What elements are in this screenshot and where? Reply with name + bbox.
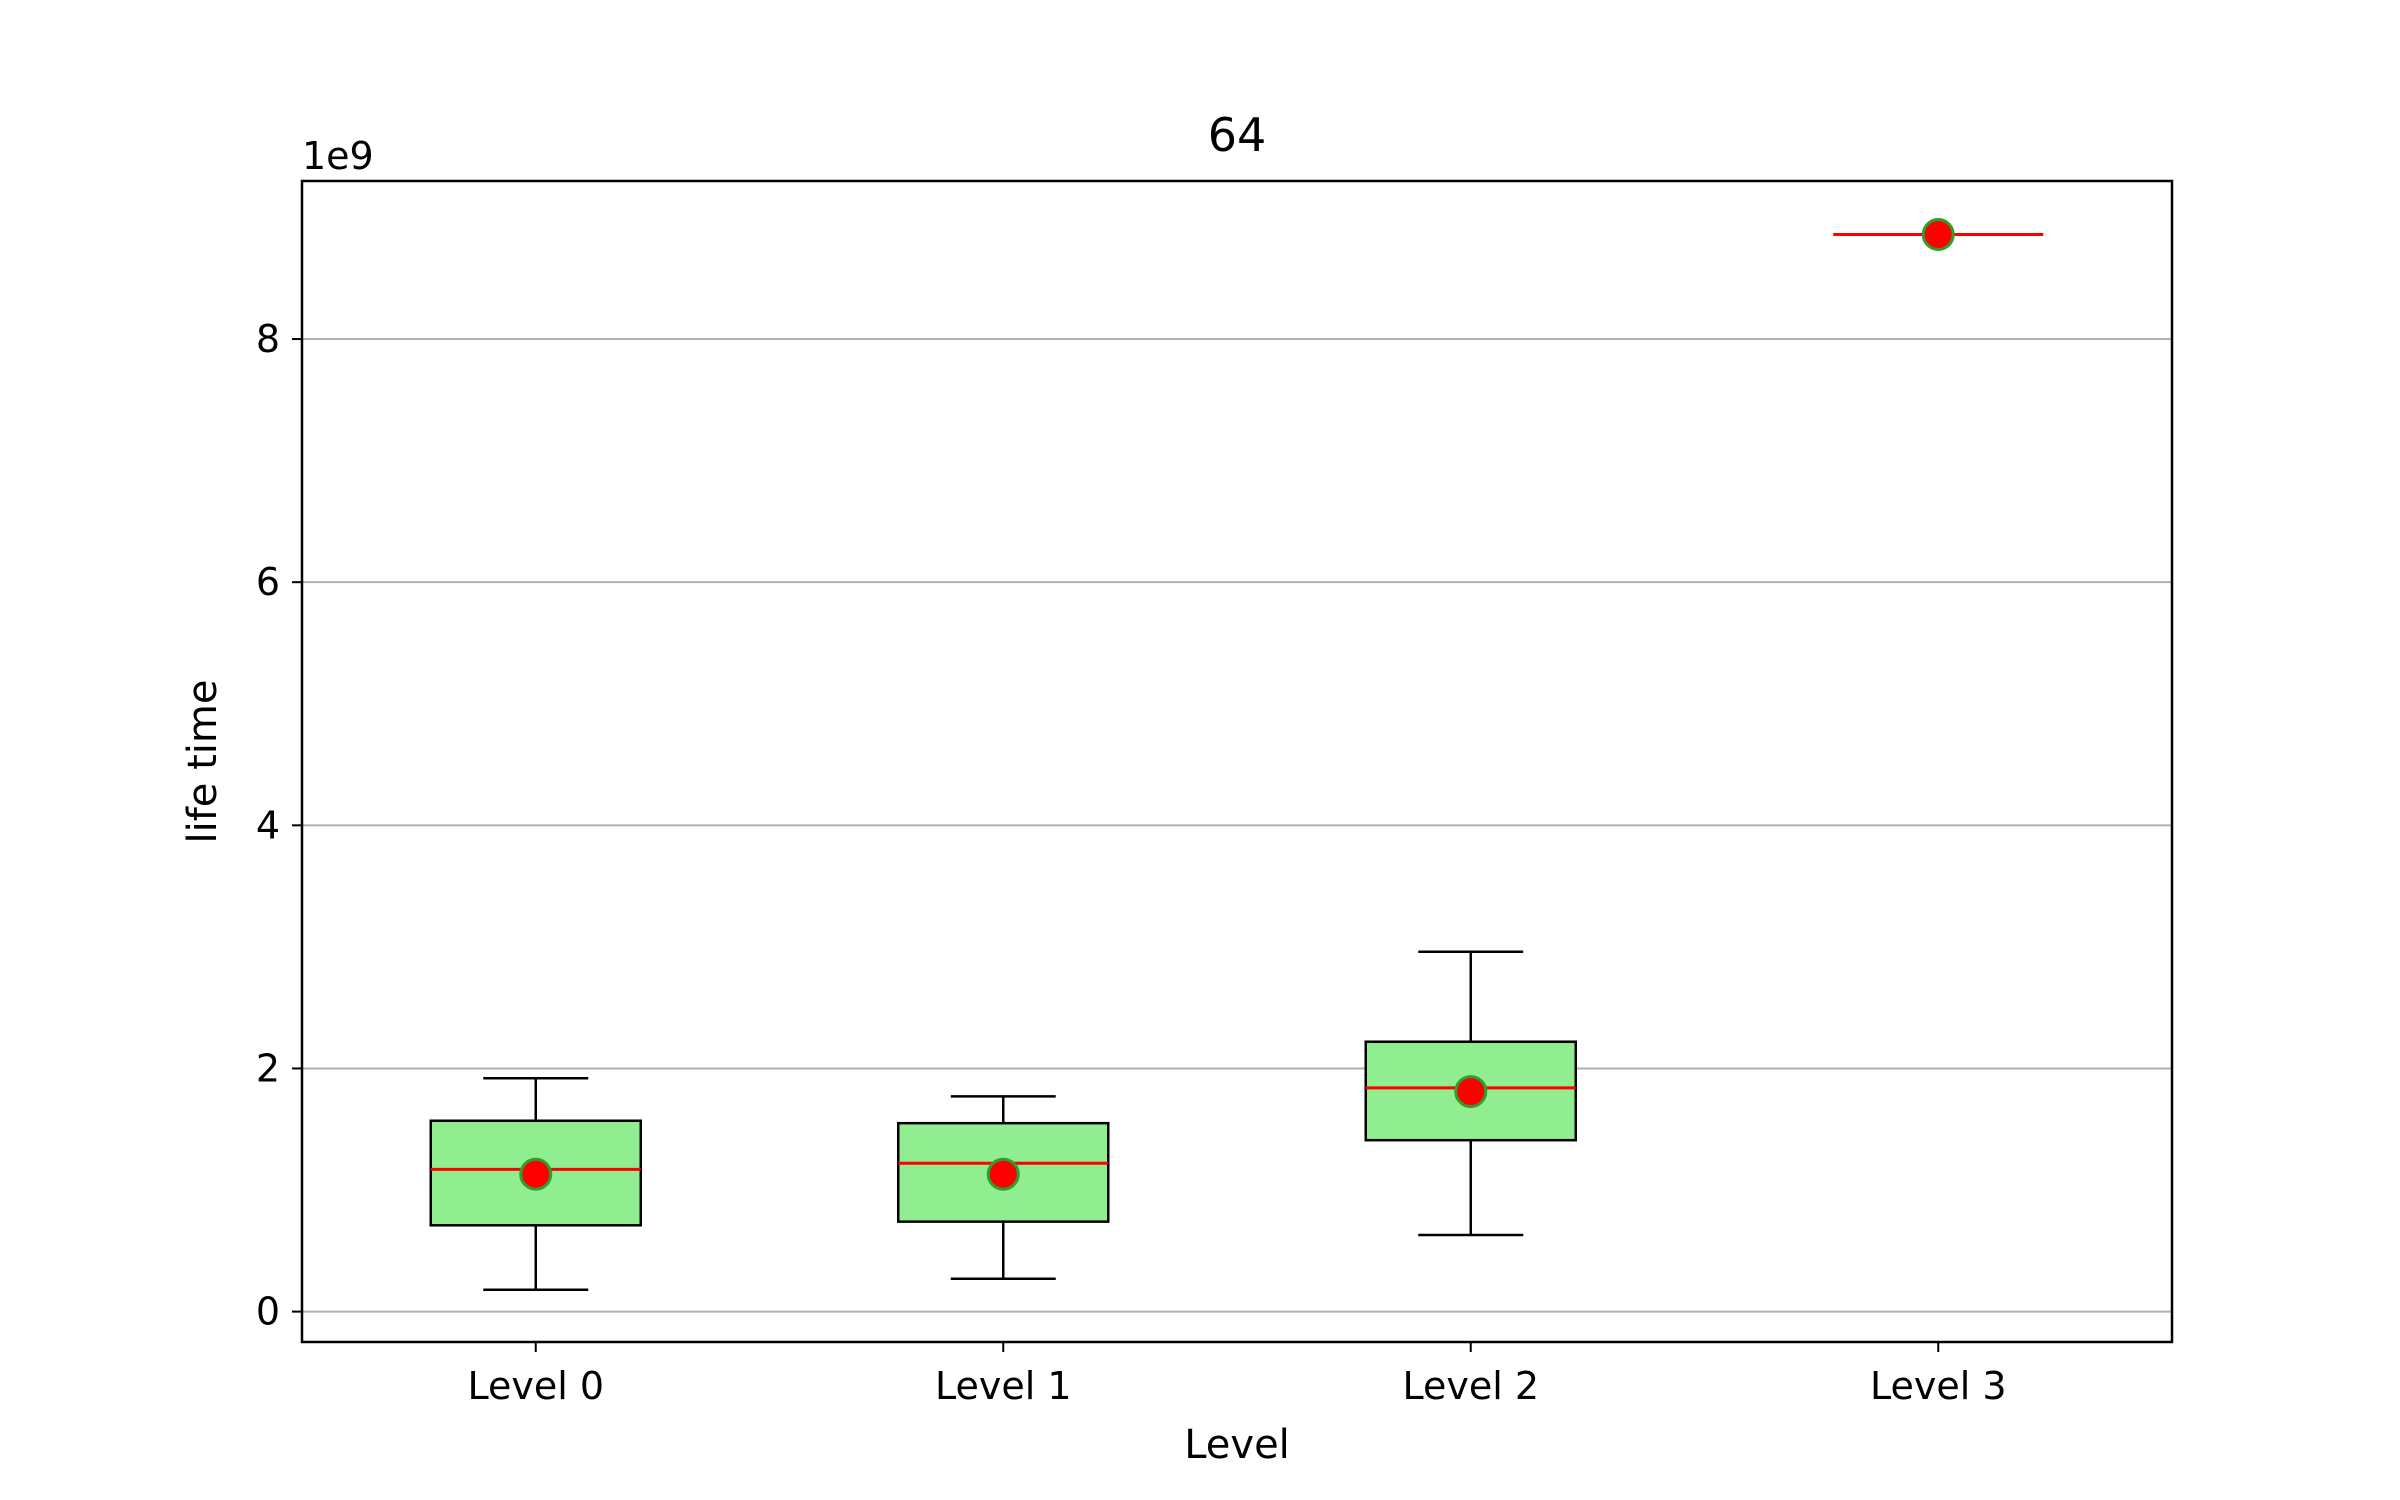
mean-marker [519, 1157, 553, 1191]
mean-marker [1454, 1075, 1488, 1109]
mean-marker [1921, 217, 1955, 251]
mean-marker [986, 1157, 1020, 1191]
box-group [897, 1095, 1110, 1281]
x-tick-label: Level 1 [935, 1364, 1072, 1408]
x-axis-label: Level [1184, 1422, 1290, 1468]
y-tick-label: 6 [256, 560, 280, 604]
gridlines [302, 338, 2172, 1313]
ticks: 0 2 4 6 8 Level 0 Level 1 Level 2 Level 3 [256, 317, 2007, 1408]
box-group [1833, 217, 2044, 251]
y-tick-label: 4 [256, 803, 280, 847]
iqr-box [429, 1119, 642, 1227]
y-axis-offset-text: 1e9 [302, 134, 374, 178]
box-group [429, 1076, 642, 1291]
plot-frame [300, 179, 2174, 1344]
y-tick-label: 2 [256, 1046, 280, 1090]
y-tick-label: 8 [256, 317, 280, 361]
y-axis-label: life time [180, 679, 226, 843]
box-group [1364, 950, 1577, 1237]
y-tick-label: 0 [256, 1290, 280, 1334]
boxes [429, 217, 2044, 1291]
x-tick-label: Level 0 [467, 1364, 604, 1408]
x-tick-label: Level 3 [1870, 1364, 2007, 1408]
x-tick-label: Level 2 [1402, 1364, 1539, 1408]
chart-title: 64 [1208, 108, 1267, 162]
